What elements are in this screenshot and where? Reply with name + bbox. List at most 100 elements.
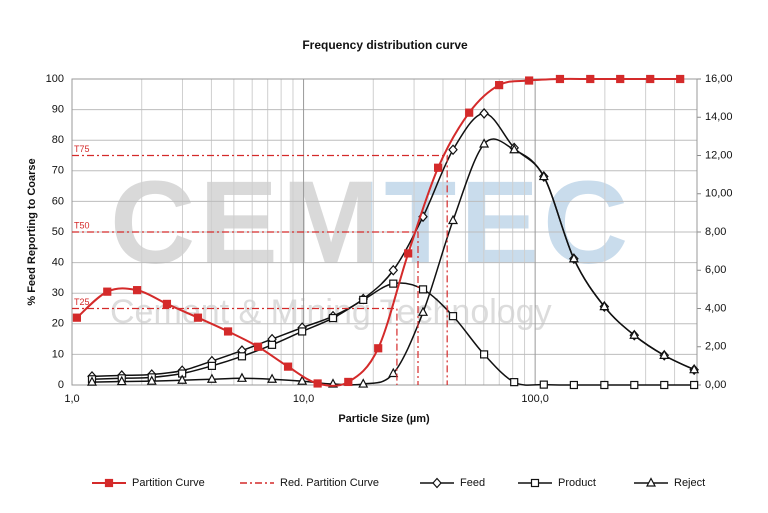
x-tick-label: 10,0 xyxy=(293,393,314,405)
marker xyxy=(193,313,203,322)
marker xyxy=(418,306,429,316)
y-tick-label: 100 xyxy=(46,73,64,85)
marker xyxy=(525,76,534,85)
marker xyxy=(448,214,459,225)
marker xyxy=(479,108,489,119)
marker xyxy=(267,340,277,349)
legend-item: Reject xyxy=(634,477,705,489)
marker xyxy=(86,376,97,386)
y-tick-label: 50 xyxy=(52,226,64,238)
x-tick-label: 100,0 xyxy=(521,393,549,405)
marker xyxy=(629,329,640,339)
chart-title: Frequency distribution curve xyxy=(302,38,468,52)
marker xyxy=(510,378,519,387)
marker xyxy=(283,362,293,371)
y2-tick-label: 0,00 xyxy=(705,379,726,391)
marker xyxy=(659,349,670,359)
y-tick-label: 70 xyxy=(52,165,64,177)
marker xyxy=(388,367,399,378)
marker xyxy=(599,300,610,311)
marker xyxy=(418,285,428,294)
marker xyxy=(646,74,655,84)
legend-item: Red. Partition Curve xyxy=(240,477,379,489)
series-line xyxy=(76,77,681,387)
marker xyxy=(253,342,263,351)
marker xyxy=(162,299,172,309)
marker xyxy=(389,279,398,288)
cut-label: T75 xyxy=(74,144,90,154)
marker xyxy=(146,375,157,385)
marker xyxy=(660,380,669,390)
marker xyxy=(569,380,578,390)
marker xyxy=(495,81,504,90)
marker xyxy=(432,477,442,489)
marker xyxy=(358,378,369,388)
marker xyxy=(465,108,474,117)
series-line xyxy=(91,138,695,386)
marker xyxy=(538,170,549,181)
marker xyxy=(297,375,308,385)
marker xyxy=(388,264,399,276)
marker xyxy=(689,363,700,374)
marker xyxy=(206,373,217,383)
x-tick-label: 1,0 xyxy=(64,393,79,405)
marker xyxy=(616,74,625,84)
legend-item: Product xyxy=(518,477,596,489)
legend-label: Reject xyxy=(674,477,705,489)
marker xyxy=(676,74,685,84)
marker xyxy=(690,380,699,390)
marker xyxy=(600,380,609,390)
y2-tick-label: 4,00 xyxy=(705,302,726,314)
y-tick-label: 80 xyxy=(52,134,64,146)
marker xyxy=(267,373,278,383)
y2-tick-label: 10,00 xyxy=(705,188,733,200)
marker xyxy=(646,477,656,487)
marker xyxy=(586,74,595,84)
y-tick-label: 30 xyxy=(52,287,64,299)
y2-tick-label: 6,00 xyxy=(705,264,726,276)
marker xyxy=(103,287,112,296)
legend-label: Feed xyxy=(460,477,485,489)
y-tick-label: 10 xyxy=(52,348,64,360)
y-tick-label: 40 xyxy=(52,257,64,269)
marker xyxy=(479,138,490,148)
marker xyxy=(404,249,413,258)
x-axis-title: Particle Size (µm) xyxy=(338,413,430,425)
marker xyxy=(555,74,565,84)
cut-label: T50 xyxy=(74,220,90,230)
y-axis-title: % Feed Reporting to Coarse xyxy=(26,158,38,305)
marker xyxy=(509,143,520,154)
y2-tick-label: 16,00 xyxy=(705,73,733,85)
marker xyxy=(374,344,383,353)
marker xyxy=(207,361,217,370)
watermark-tagline: Cement & Mining Technology xyxy=(110,293,552,331)
y-tick-label: 0 xyxy=(58,379,64,391)
watermark-logo: CEMTEC xyxy=(110,157,632,289)
cut-guide xyxy=(72,154,448,385)
y2-tick-label: 14,00 xyxy=(705,111,733,123)
y-tick-label: 20 xyxy=(52,318,64,330)
legend-item: Partition Curve xyxy=(92,477,205,489)
y2-tick-label: 8,00 xyxy=(705,226,726,238)
marker xyxy=(630,380,639,390)
series: T25 T50 T75 xyxy=(72,144,448,385)
marker xyxy=(177,374,188,384)
marker xyxy=(236,372,247,382)
y-tick-label: 60 xyxy=(52,195,64,207)
cut-guide xyxy=(72,307,398,385)
cut-label: T25 xyxy=(74,297,90,307)
marker xyxy=(448,312,458,321)
marker xyxy=(72,313,82,322)
marker xyxy=(104,478,114,488)
marker xyxy=(433,163,443,172)
marker xyxy=(237,352,247,361)
legend-label: Partition Curve xyxy=(132,477,205,489)
y2-tick-label: 2,00 xyxy=(705,341,726,353)
marker xyxy=(530,478,540,488)
marker xyxy=(328,313,338,323)
marker xyxy=(344,377,353,387)
marker xyxy=(568,253,579,263)
marker xyxy=(448,144,458,156)
marker xyxy=(132,286,142,295)
